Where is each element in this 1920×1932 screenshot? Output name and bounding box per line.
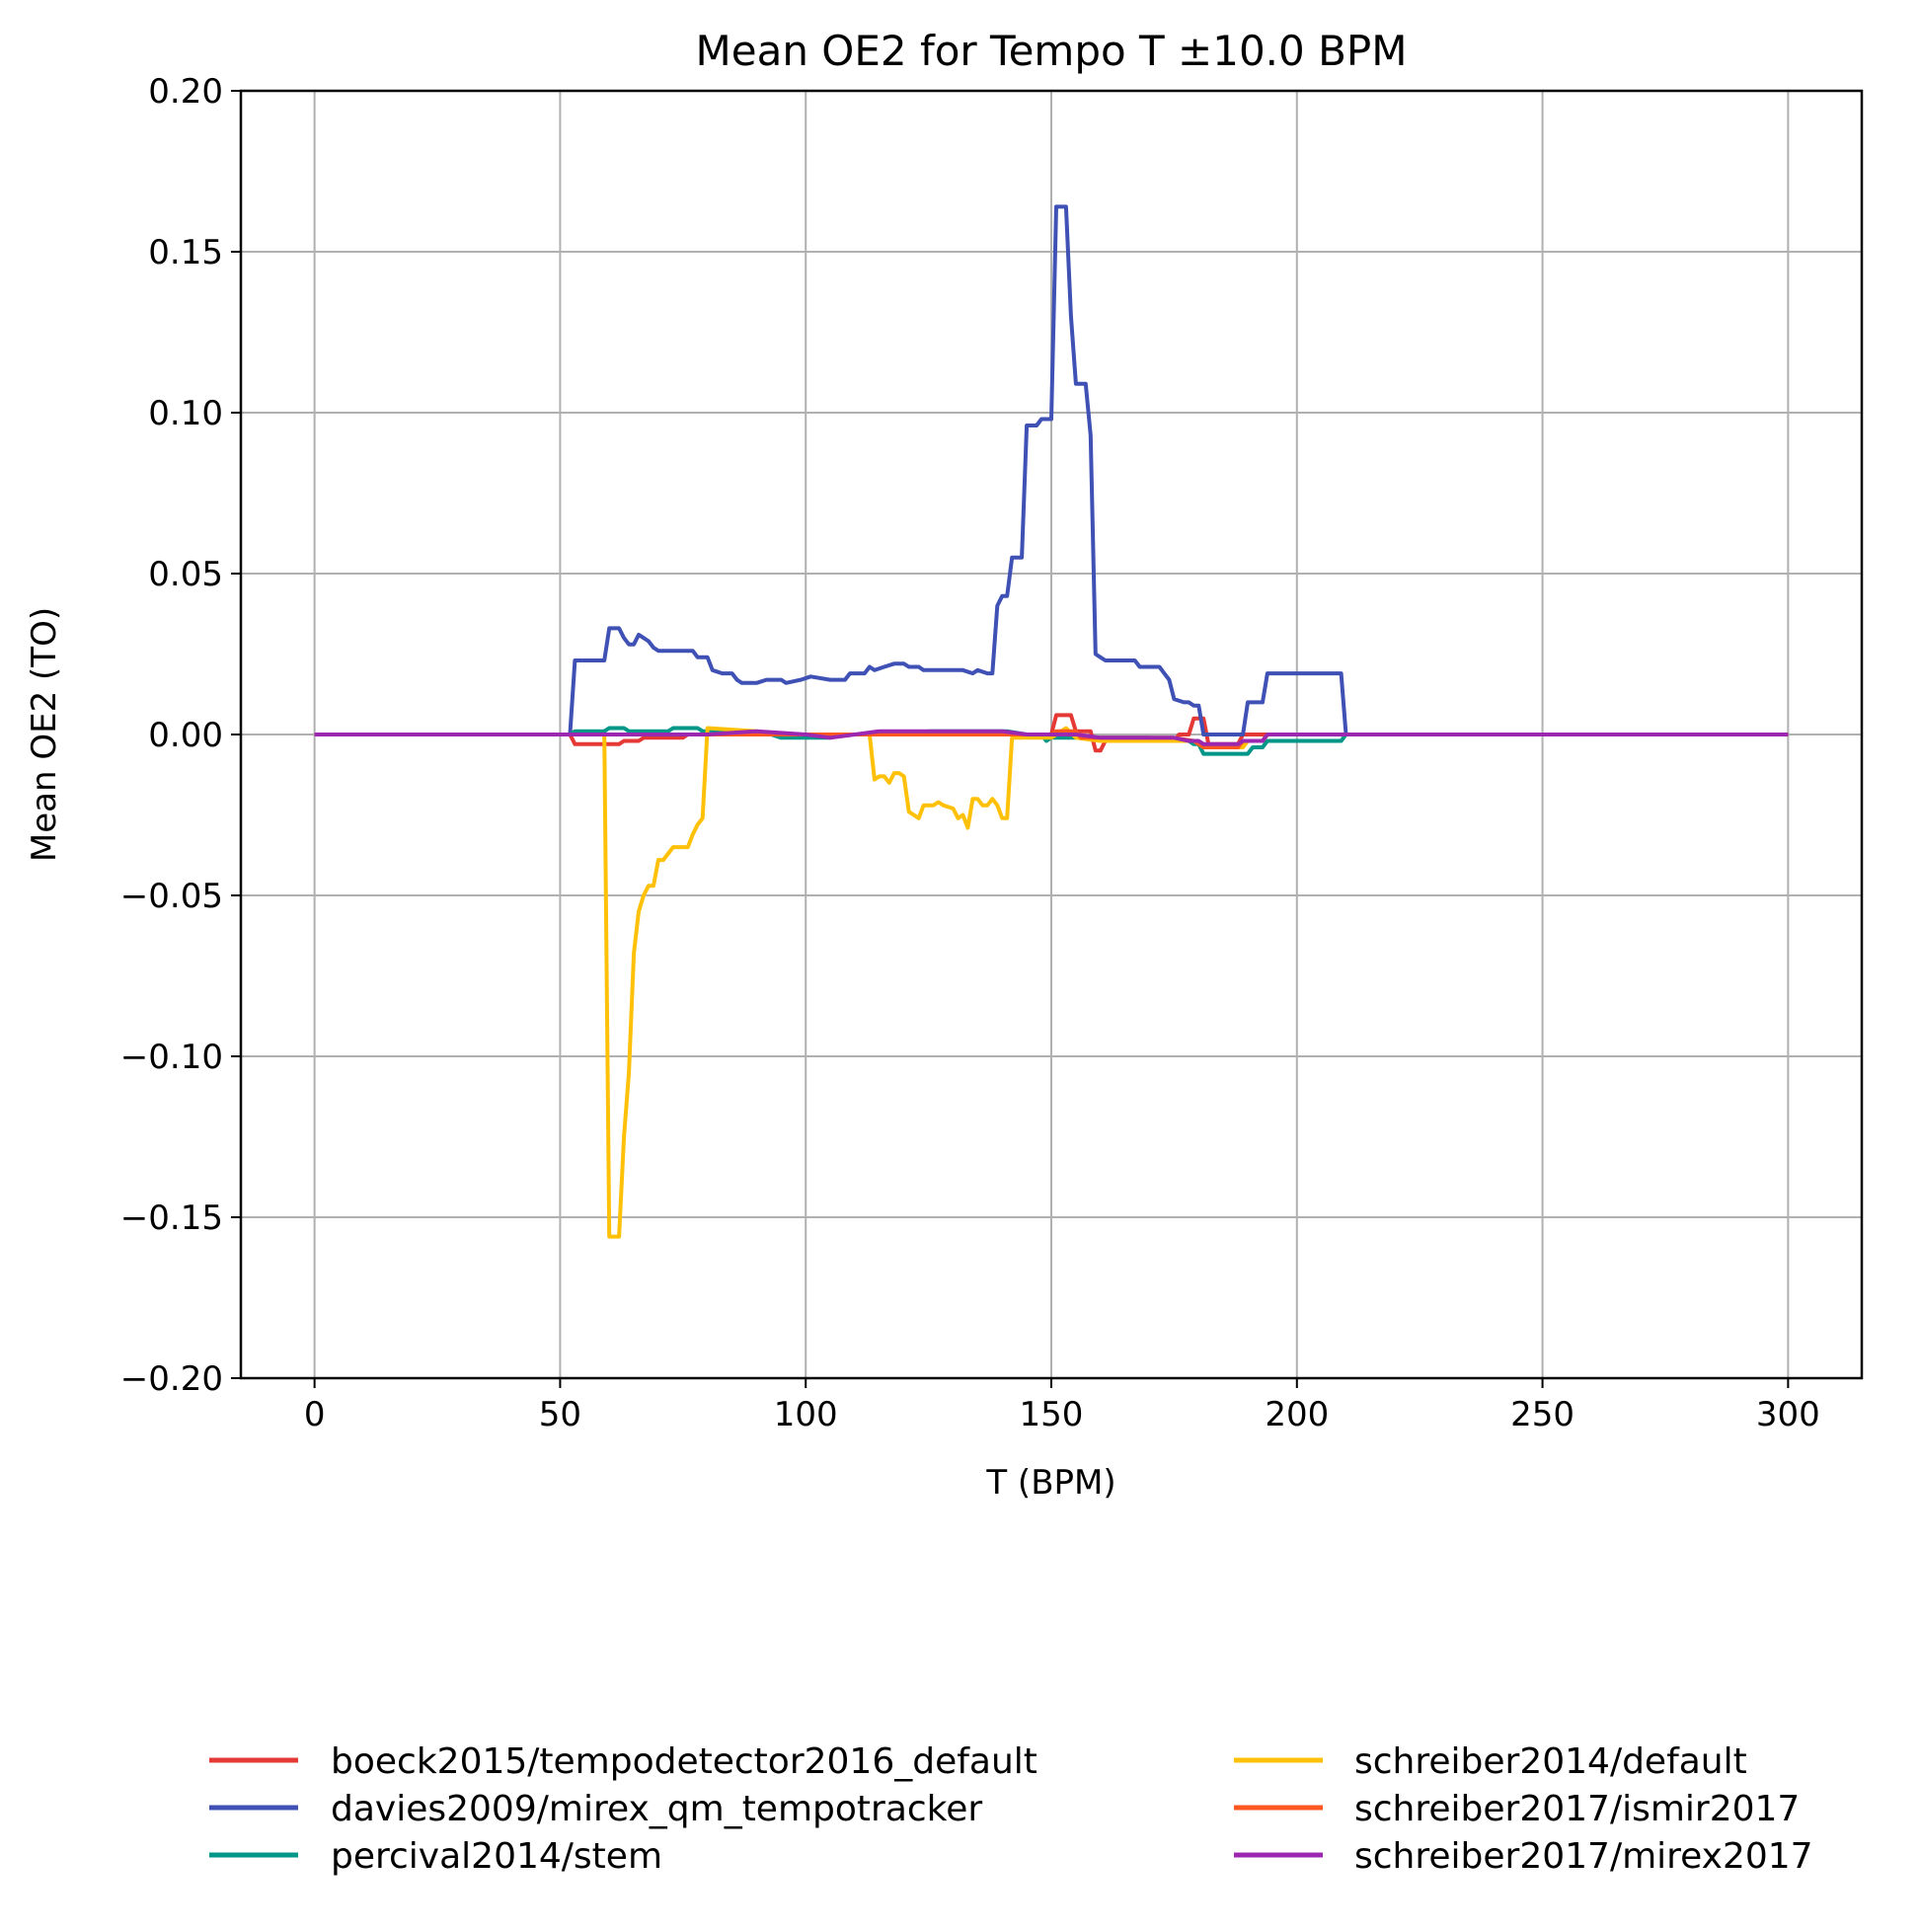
legend: boeck2015/tempodetector2016_defaultdavie… bbox=[209, 1741, 1813, 1877]
legend-label: davies2009/mirex_qm_tempotracker bbox=[331, 1789, 982, 1829]
x-tick-label: 300 bbox=[1756, 1395, 1820, 1434]
x-tick-label: 250 bbox=[1510, 1395, 1574, 1434]
x-tick-label: 150 bbox=[1020, 1395, 1084, 1434]
x-tick-label: 100 bbox=[774, 1395, 838, 1434]
series-lines bbox=[314, 204, 1789, 1239]
x-axis-title: T (BPM) bbox=[985, 1463, 1115, 1503]
axis-ticks: 0 50 100 150 200 250 300 −0.20 −0.15 −0.10 −0.05 0.… bbox=[120, 72, 1820, 1434]
y-tick-label: 0.20 bbox=[148, 72, 223, 112]
x-tick-label: 50 bbox=[539, 1395, 581, 1434]
series-line-5 bbox=[314, 729, 1789, 746]
y-tick-label: −0.10 bbox=[120, 1038, 223, 1077]
y-tick-label: −0.05 bbox=[120, 877, 223, 916]
series-line-1 bbox=[314, 204, 1789, 736]
chart-title: Mean OE2 for Tempo T ±10.0 BPM bbox=[696, 27, 1408, 75]
x-tick-label: 200 bbox=[1265, 1395, 1329, 1434]
y-tick-label: 0.05 bbox=[148, 555, 223, 594]
y-tick-label: 0.15 bbox=[148, 233, 223, 272]
legend-label: schreiber2017/ismir2017 bbox=[1354, 1789, 1800, 1829]
y-tick-label: −0.20 bbox=[120, 1359, 223, 1399]
legend-label: percival2014/stem bbox=[331, 1836, 662, 1877]
legend-label: schreiber2017/mirex2017 bbox=[1354, 1836, 1813, 1877]
legend-label: schreiber2014/default bbox=[1354, 1741, 1747, 1782]
y-tick-label: 0.10 bbox=[148, 394, 223, 433]
legend-label: boeck2015/tempodetector2016_default bbox=[331, 1741, 1037, 1782]
y-tick-label: 0.00 bbox=[148, 716, 223, 755]
y-axis-title: Mean OE2 (TO) bbox=[25, 607, 64, 862]
y-tick-label: −0.15 bbox=[120, 1198, 223, 1238]
x-tick-label: 0 bbox=[304, 1395, 326, 1434]
